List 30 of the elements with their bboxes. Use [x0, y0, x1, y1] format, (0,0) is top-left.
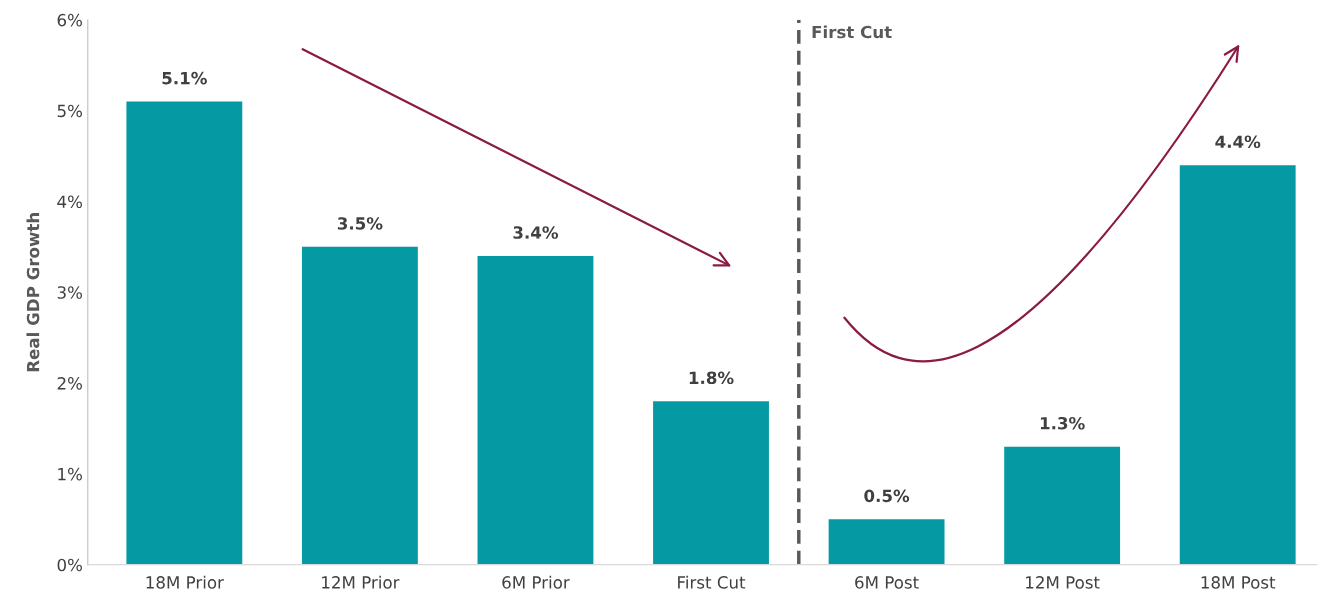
bar [301, 246, 418, 565]
x-tick-label: 18M Prior [146, 575, 224, 589]
x-tick-label: 6M Post [855, 576, 919, 589]
data-label: 1.3% [1040, 416, 1085, 430]
y-tick-label: 6% [57, 13, 82, 27]
data-label: 3.5% [337, 217, 383, 230]
x-tick-label: First Cut [678, 575, 746, 589]
y-tick-label: 1% [58, 467, 82, 481]
bar [1004, 446, 1121, 565]
x-tick-label: 12M Prior [322, 575, 400, 589]
x-tick-label: 12M Post [1026, 576, 1100, 589]
annotation: First Cut [812, 25, 892, 39]
x-tick-label: 18M Post [1201, 576, 1276, 589]
data-label: 5.1% [162, 71, 207, 85]
y-tick-label: 4% [57, 195, 82, 209]
y-tick-label: 2% [57, 377, 82, 390]
bar [1179, 165, 1296, 565]
y-tick-label: 3% [57, 286, 82, 299]
data-label: 1.8% [689, 371, 734, 385]
data-label: 4.4% [1215, 135, 1261, 149]
y-tick-label: 0% [57, 558, 82, 572]
bar [477, 255, 594, 565]
bar [828, 519, 945, 565]
bar [126, 101, 243, 565]
data-label: 3.4% [513, 226, 559, 239]
y-tick-label: 5% [57, 104, 82, 118]
x-tick-label: 6M Prior [502, 575, 570, 589]
data-label: 0.5% [864, 489, 910, 503]
y-axis-title: Real GDP Growth [26, 213, 40, 372]
bar [653, 401, 769, 565]
